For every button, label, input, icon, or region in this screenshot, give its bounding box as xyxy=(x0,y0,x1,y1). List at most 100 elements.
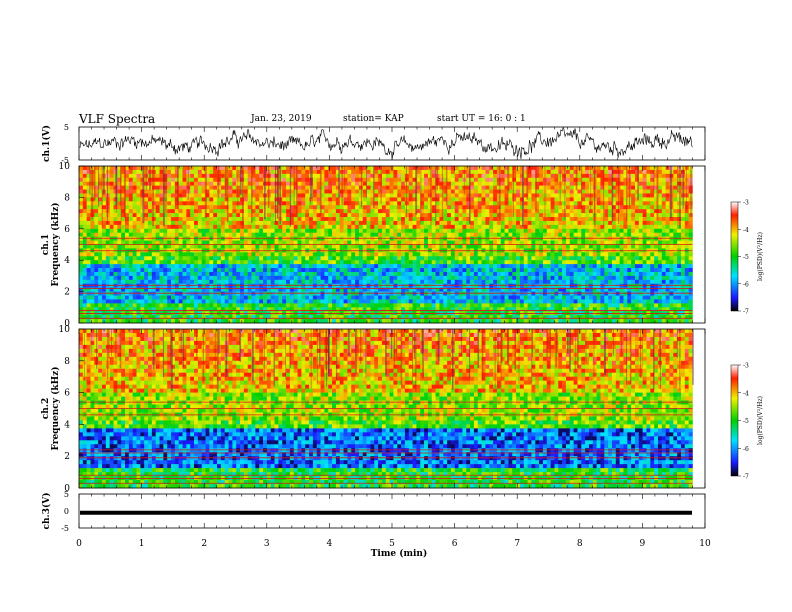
psd-cell xyxy=(473,271,479,277)
psd-cell xyxy=(178,201,183,206)
psd-cell xyxy=(182,271,187,277)
psd-cell xyxy=(332,181,337,186)
psd-cell xyxy=(366,177,371,182)
psd-cell xyxy=(531,197,536,202)
psd-cell xyxy=(220,177,225,182)
psd-cell xyxy=(247,197,252,202)
psd-cell xyxy=(98,224,103,230)
psd-cell xyxy=(427,256,433,261)
psd-cell xyxy=(358,240,364,245)
psd-cell xyxy=(332,279,337,285)
psd-cell xyxy=(98,244,103,249)
psd-cell xyxy=(654,260,659,265)
psd-cell xyxy=(117,283,122,288)
psd-cell xyxy=(370,275,375,281)
psd-cell xyxy=(458,205,463,210)
psd-cell xyxy=(481,224,486,230)
psd-cell xyxy=(274,205,279,210)
psd-cell xyxy=(573,205,578,210)
psd-cell xyxy=(596,193,601,198)
psd-cell xyxy=(385,240,390,245)
psd-cell xyxy=(332,189,337,194)
psd-cell xyxy=(232,201,237,206)
psd-cell xyxy=(293,197,298,202)
psd-cell xyxy=(209,209,214,214)
psd-cell xyxy=(328,224,333,230)
psd-cell xyxy=(638,189,643,194)
psd-cell xyxy=(297,283,302,288)
psd-cell xyxy=(105,244,110,249)
psd-cell xyxy=(401,205,406,210)
psd-cell xyxy=(247,217,252,222)
psd-cell xyxy=(324,279,329,285)
psd-cell xyxy=(500,217,505,222)
psd-cell xyxy=(236,209,241,214)
psd-cell xyxy=(596,256,601,261)
psd-cell xyxy=(297,201,302,206)
psd-cell xyxy=(213,173,218,179)
psd-cell xyxy=(401,256,406,261)
psd-cell xyxy=(293,177,298,182)
psd-cell xyxy=(569,240,574,245)
psd-cell xyxy=(86,252,91,257)
psd-cell xyxy=(217,232,222,237)
psd-cell xyxy=(581,271,586,277)
psd-cell xyxy=(90,283,95,288)
psd-cell xyxy=(182,232,187,237)
psd-cell xyxy=(328,228,333,234)
psd-cell xyxy=(477,256,482,261)
psd-cell xyxy=(684,224,689,230)
psd-cell xyxy=(320,271,325,277)
psd-cell xyxy=(627,271,632,277)
psd-cell xyxy=(109,264,114,269)
psd-cell xyxy=(473,224,479,230)
psd-cell xyxy=(301,197,306,202)
psd-cell xyxy=(669,256,674,261)
psd-cell xyxy=(657,268,663,273)
psd-cell xyxy=(190,217,195,222)
psd-cell xyxy=(155,166,160,171)
psd-cell xyxy=(343,236,348,241)
psd-cell xyxy=(470,173,475,179)
psd-cell xyxy=(194,224,199,230)
psd-cell xyxy=(447,169,452,175)
psd-cell xyxy=(178,185,183,190)
psd-cell xyxy=(332,185,337,190)
psd-cell xyxy=(650,166,655,171)
psd-cell xyxy=(86,264,91,269)
psd-cell xyxy=(201,271,206,277)
psd-cell xyxy=(466,166,471,171)
psd-cell xyxy=(117,205,122,210)
psd-cell xyxy=(439,220,444,226)
psd-cell xyxy=(466,236,471,241)
psd-cell xyxy=(301,185,306,190)
psd-cell xyxy=(381,252,387,257)
psd-cell xyxy=(351,193,356,198)
psd-cell xyxy=(243,177,248,182)
psd-cell xyxy=(82,217,87,222)
psd-cell xyxy=(197,279,202,285)
psd-cell xyxy=(79,264,84,269)
psd-cell xyxy=(328,209,333,214)
psd-cell xyxy=(397,271,402,277)
psd-cell xyxy=(489,240,494,245)
psd-cell xyxy=(232,260,237,265)
psd-cell xyxy=(665,228,670,234)
psd-cell xyxy=(435,260,440,265)
psd-cell xyxy=(351,228,356,234)
psd-cell xyxy=(270,268,275,273)
psd-cell xyxy=(401,166,406,171)
psd-cell xyxy=(493,224,498,230)
psd-cell xyxy=(98,169,103,175)
psd-cell xyxy=(343,271,348,277)
psd-cell xyxy=(370,256,375,261)
psd-cell xyxy=(197,240,202,245)
psd-cell xyxy=(565,252,571,257)
psd-cell xyxy=(401,232,406,237)
psd-cell xyxy=(343,232,348,237)
psd-cell xyxy=(151,256,156,261)
psd-cell xyxy=(174,236,179,241)
psd-cell xyxy=(362,205,367,210)
psd-cell xyxy=(481,193,486,198)
psd-cell xyxy=(289,260,295,265)
